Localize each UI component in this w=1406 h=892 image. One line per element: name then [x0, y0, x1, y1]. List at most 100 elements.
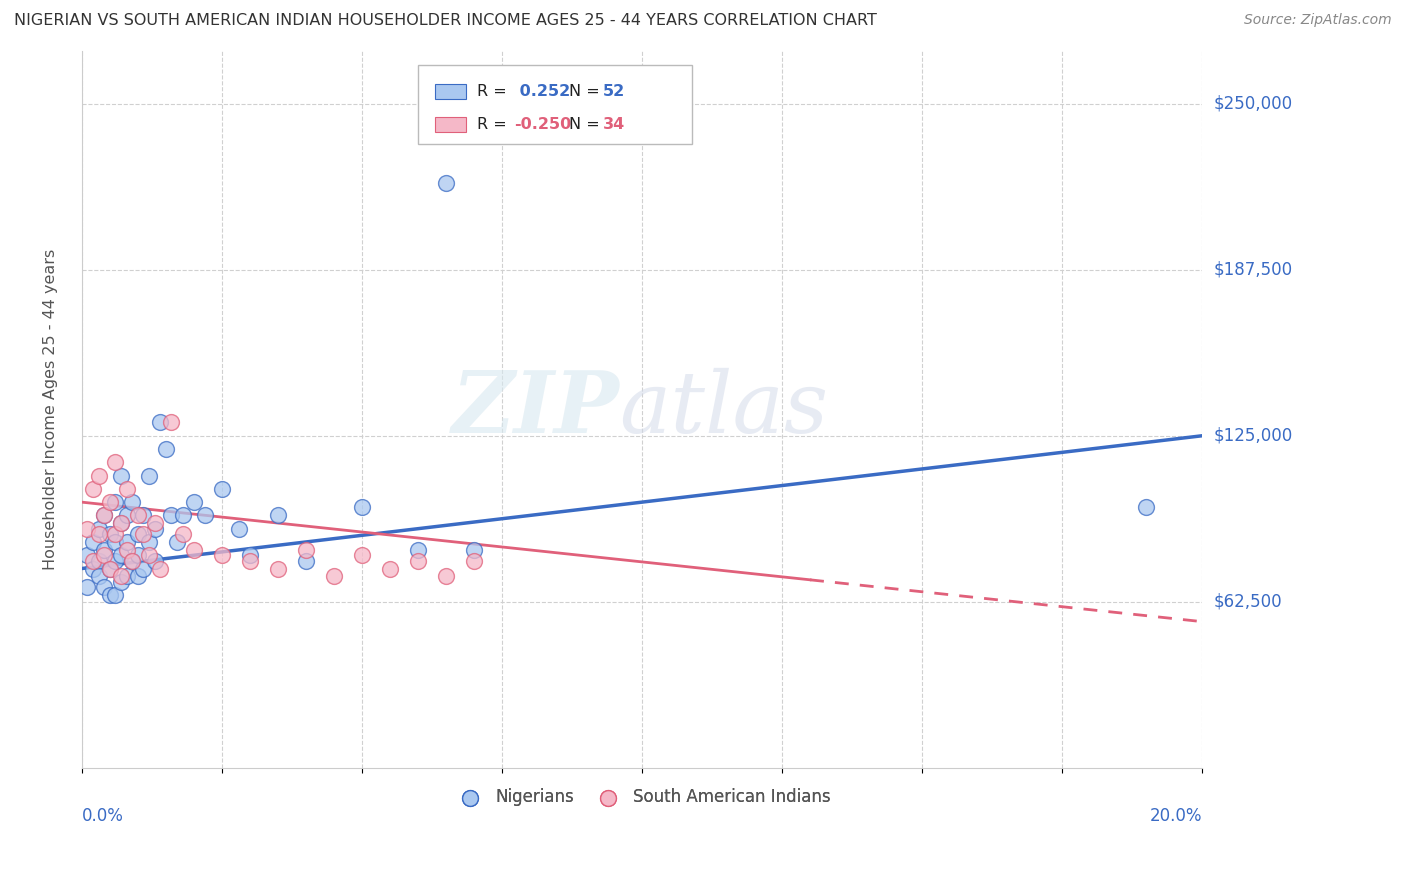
Text: -0.250: -0.250 — [515, 117, 571, 132]
Point — [183, 495, 205, 509]
Point — [132, 561, 155, 575]
Point — [406, 553, 429, 567]
Point — [87, 527, 110, 541]
Point — [121, 553, 143, 567]
Text: N =: N = — [569, 117, 605, 132]
Point — [115, 535, 138, 549]
Text: 20.0%: 20.0% — [1150, 807, 1202, 825]
Text: 0.252: 0.252 — [515, 84, 571, 99]
Point — [110, 569, 132, 583]
Text: R =: R = — [477, 117, 512, 132]
FancyBboxPatch shape — [418, 65, 692, 144]
Point — [115, 482, 138, 496]
Point — [1135, 500, 1157, 515]
Point — [138, 535, 160, 549]
Point — [76, 548, 98, 562]
Text: R =: R = — [477, 84, 512, 99]
Point — [110, 548, 132, 562]
Point — [295, 543, 318, 558]
Point — [82, 535, 104, 549]
Point — [93, 508, 115, 523]
Point — [378, 561, 401, 575]
Point — [143, 553, 166, 567]
Point — [104, 535, 127, 549]
Point — [121, 553, 143, 567]
Legend: Nigerians, South American Indians: Nigerians, South American Indians — [447, 781, 837, 814]
Point — [239, 553, 262, 567]
Point — [76, 580, 98, 594]
Point — [155, 442, 177, 456]
Point — [143, 516, 166, 531]
Text: 34: 34 — [603, 117, 626, 132]
Point — [104, 495, 127, 509]
Point — [463, 543, 485, 558]
Point — [93, 508, 115, 523]
Point — [82, 553, 104, 567]
Point — [98, 495, 121, 509]
Point — [87, 468, 110, 483]
Point — [143, 522, 166, 536]
Point — [115, 569, 138, 583]
Point — [93, 580, 115, 594]
Point — [149, 561, 172, 575]
Point — [104, 455, 127, 469]
Point — [166, 535, 188, 549]
Point — [172, 508, 194, 523]
Point — [267, 508, 290, 523]
Point — [121, 495, 143, 509]
Point — [350, 500, 373, 515]
Point — [87, 569, 110, 583]
Point — [267, 561, 290, 575]
Point — [322, 569, 344, 583]
Text: $125,000: $125,000 — [1213, 426, 1292, 445]
Point — [110, 574, 132, 589]
Point — [98, 561, 121, 575]
Point — [82, 482, 104, 496]
Point — [138, 468, 160, 483]
Point — [93, 543, 115, 558]
Point — [239, 548, 262, 562]
Point — [127, 527, 149, 541]
Point — [138, 548, 160, 562]
Text: 52: 52 — [603, 84, 626, 99]
Point — [183, 543, 205, 558]
Point — [98, 588, 121, 602]
Point — [110, 516, 132, 531]
Point — [132, 527, 155, 541]
Text: ZIP: ZIP — [451, 368, 620, 451]
Point — [160, 416, 183, 430]
Point — [132, 508, 155, 523]
Text: Source: ZipAtlas.com: Source: ZipAtlas.com — [1244, 13, 1392, 28]
Point — [104, 527, 127, 541]
Point — [93, 548, 115, 562]
Point — [406, 543, 429, 558]
Point — [127, 569, 149, 583]
Text: 0.0%: 0.0% — [82, 807, 124, 825]
Point — [463, 553, 485, 567]
Point — [434, 177, 457, 191]
Point — [434, 569, 457, 583]
Text: N =: N = — [569, 84, 605, 99]
Point — [160, 508, 183, 523]
Point — [295, 553, 318, 567]
Point — [228, 522, 250, 536]
Point — [115, 543, 138, 558]
Point — [87, 522, 110, 536]
Point — [110, 516, 132, 531]
FancyBboxPatch shape — [434, 84, 465, 99]
Point — [76, 522, 98, 536]
Point — [87, 553, 110, 567]
Point — [104, 588, 127, 602]
Text: $250,000: $250,000 — [1213, 95, 1292, 112]
Point — [127, 508, 149, 523]
Point — [149, 416, 172, 430]
Point — [82, 561, 104, 575]
Point — [350, 548, 373, 562]
Point — [194, 508, 217, 523]
Point — [211, 548, 233, 562]
Text: $62,500: $62,500 — [1213, 592, 1282, 611]
Text: NIGERIAN VS SOUTH AMERICAN INDIAN HOUSEHOLDER INCOME AGES 25 - 44 YEARS CORRELAT: NIGERIAN VS SOUTH AMERICAN INDIAN HOUSEH… — [14, 13, 877, 29]
Point — [98, 561, 121, 575]
Point — [104, 553, 127, 567]
Point — [211, 482, 233, 496]
